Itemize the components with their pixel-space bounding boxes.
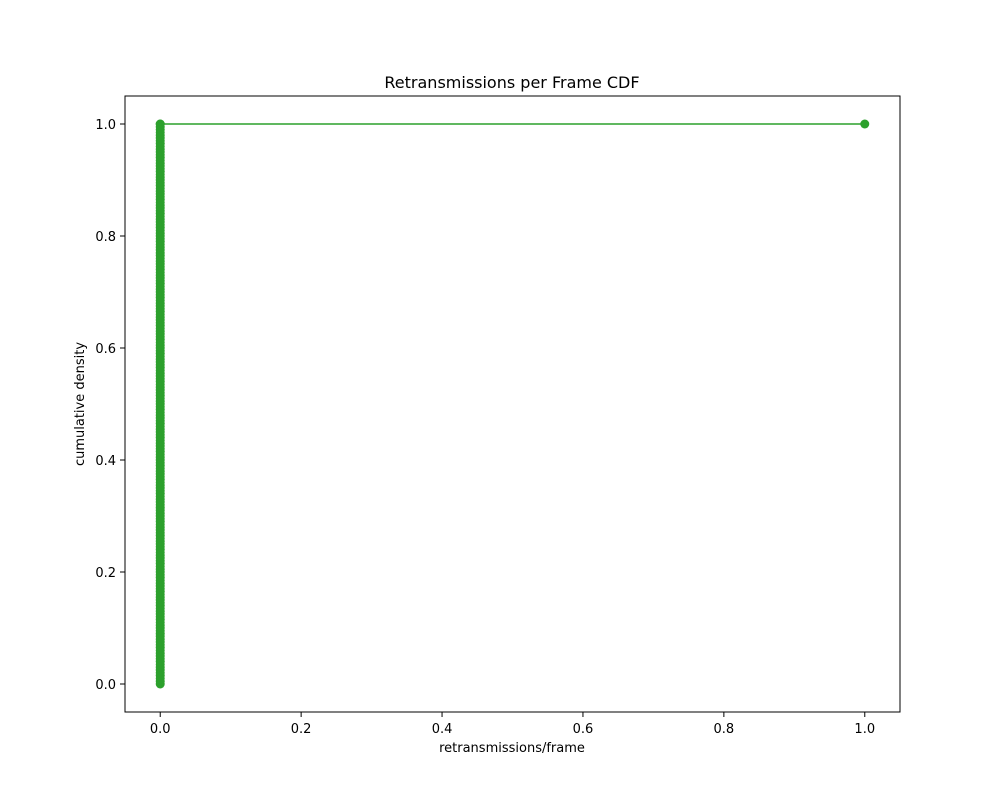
- y-tick-label: 0.2: [95, 566, 116, 581]
- x-tick-label: 0.4: [432, 722, 453, 737]
- y-tick-label: 1.0: [95, 118, 116, 133]
- y-tick-label: 0.8: [95, 230, 116, 245]
- plot-area: [124, 95, 901, 713]
- y-axis-label: cumulative density: [73, 342, 88, 466]
- data-point: [155, 119, 165, 129]
- x-tick-label: 1.0: [854, 722, 875, 737]
- series-layer: [155, 119, 870, 689]
- x-axis-ticks: 0.0 0.2 0.4 0.6 0.8 1.0: [150, 712, 875, 737]
- data-point: [860, 119, 870, 129]
- x-tick-label: 0.0: [150, 722, 171, 737]
- x-tick-label: 0.2: [291, 722, 312, 737]
- y-tick-label: 0.6: [95, 342, 116, 357]
- chart-title: Retransmissions per Frame CDF: [384, 73, 639, 92]
- x-tick-label: 0.6: [573, 722, 594, 737]
- y-tick-label: 0.4: [95, 454, 116, 469]
- x-tick-label: 0.8: [714, 722, 735, 737]
- x-axis-label: retransmissions/frame: [439, 741, 585, 756]
- y-axis-ticks: 0.0 0.2 0.4 0.6 0.8 1.0: [95, 118, 125, 693]
- y-tick-label: 0.0: [95, 678, 116, 693]
